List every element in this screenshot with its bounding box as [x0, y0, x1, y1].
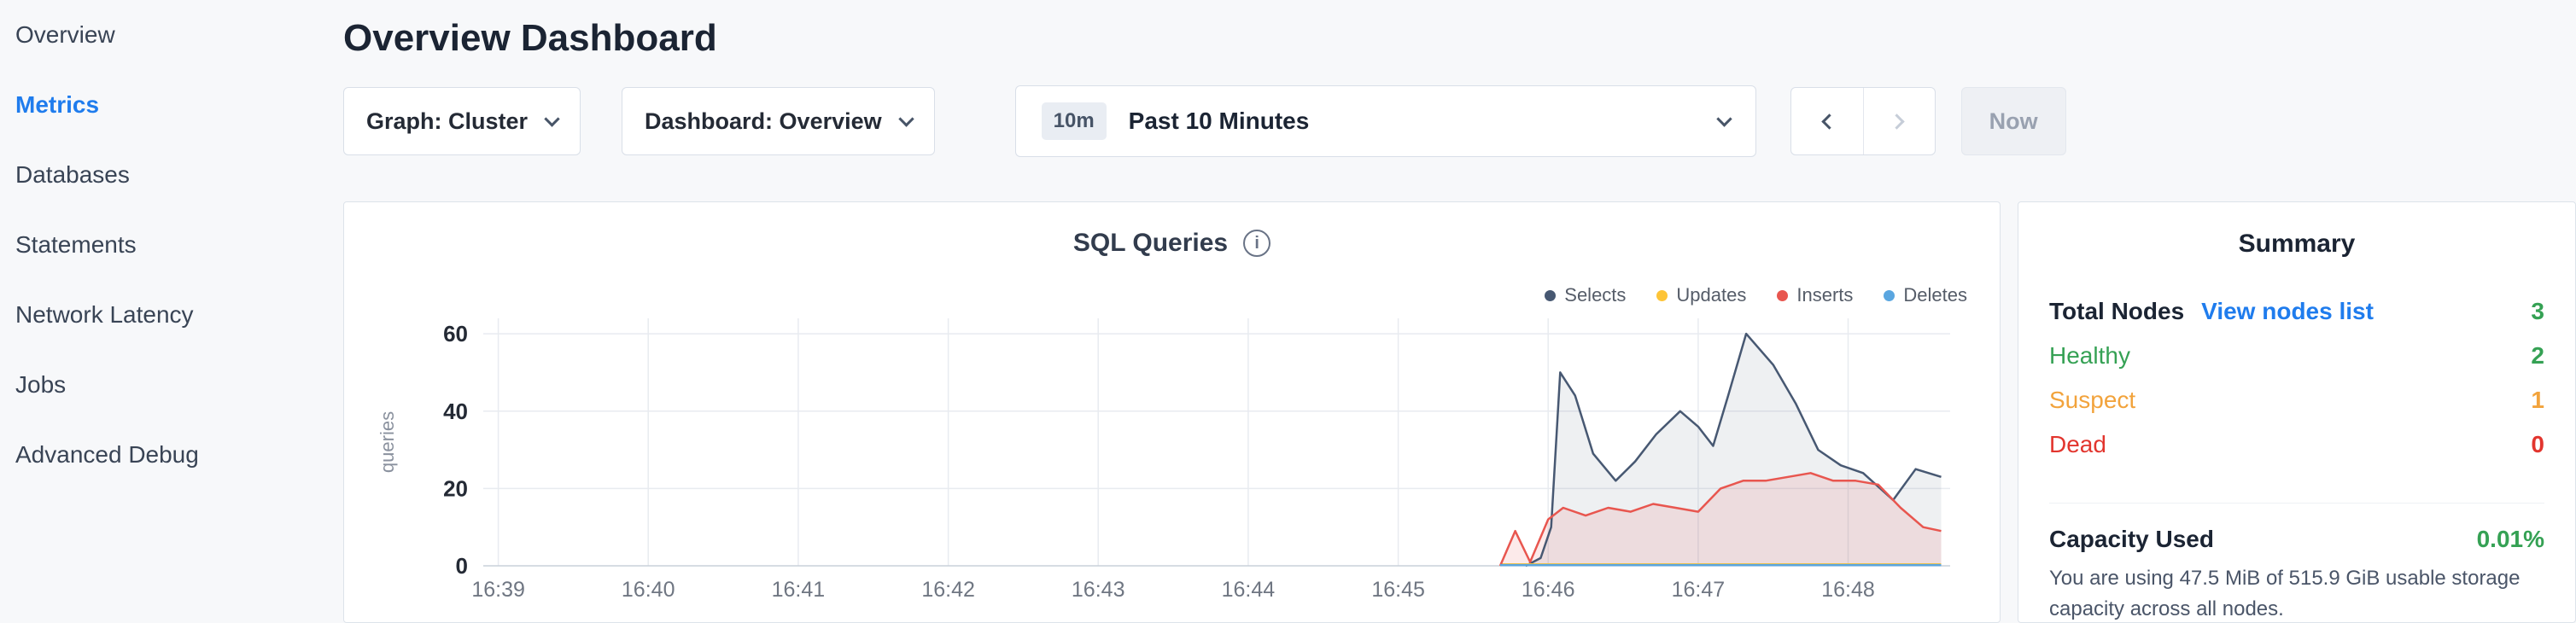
chart-svg: 16:39 16:40 16:41 16:42 16:43 16:44 16:45 16:46…	[377, 318, 1950, 602]
sidebar-item-advanced-debug[interactable]: Advanced Debug	[15, 420, 333, 490]
total-nodes-value: 3	[2531, 298, 2544, 324]
sidebar-item-statements[interactable]: Statements	[15, 210, 333, 280]
dashboard-dropdown[interactable]: Dashboard: Overview	[622, 87, 935, 155]
sidebar-item-label: Advanced Debug	[15, 441, 199, 468]
legend-dot-icon	[1884, 289, 1895, 301]
legend-dot-icon	[1545, 289, 1557, 301]
chart-title-row: SQL Queries i	[368, 224, 1976, 262]
time-prev-button[interactable]	[1791, 88, 1863, 154]
suspect-label: Suspect	[2049, 387, 2136, 413]
total-nodes-label: Total Nodes	[2049, 298, 2185, 324]
dashboard-dropdown-label: Dashboard: Overview	[645, 108, 882, 134]
sidebar-item-overview[interactable]: Overview	[15, 0, 333, 70]
graph-dropdown[interactable]: Graph: Cluster	[343, 87, 581, 155]
chevron-down-icon	[897, 110, 914, 127]
chevron-right-icon	[1889, 113, 1905, 130]
healthy-row: Healthy 2	[2049, 334, 2544, 378]
legend-item-inserts[interactable]: Inserts	[1777, 284, 1853, 306]
main-content: Overview Dashboard Graph: Cluster Dashbo…	[333, 0, 2576, 623]
sidebar-item-network-latency[interactable]: Network Latency	[15, 280, 333, 350]
legend-item-selects[interactable]: Selects	[1545, 284, 1626, 306]
chevron-down-icon	[544, 110, 560, 127]
capacity-section: Capacity Used 0.01% You are using 47.5 M…	[2049, 503, 2544, 623]
sidebar-item-label: Statements	[15, 231, 137, 258]
healthy-value: 2	[2531, 342, 2544, 369]
svg-text:16:41: 16:41	[772, 578, 826, 602]
time-pager	[1790, 87, 1936, 155]
sidebar-item-label: Overview	[15, 21, 115, 48]
capacity-label: Capacity Used	[2049, 526, 2214, 552]
svg-text:16:43: 16:43	[1072, 578, 1125, 602]
capacity-row: Capacity Used 0.01%	[2049, 526, 2544, 553]
svg-text:20: 20	[443, 475, 468, 501]
dead-label: Dead	[2049, 431, 2106, 457]
time-range-badge: 10m	[1041, 102, 1107, 140]
suspect-row: Suspect 1	[2049, 378, 2544, 422]
dead-value: 0	[2531, 431, 2544, 457]
sidebar-item-databases[interactable]: Databases	[15, 140, 333, 210]
sidebar-item-jobs[interactable]: Jobs	[15, 350, 333, 420]
svg-text:16:40: 16:40	[622, 578, 675, 602]
svg-text:16:39: 16:39	[471, 578, 525, 602]
sidebar-item-label: Databases	[15, 161, 130, 188]
time-range-label: Past 10 Minutes	[1128, 108, 1310, 134]
capacity-description: You are using 47.5 MiB of 515.9 GiB usab…	[2049, 567, 2521, 620]
chart-title: SQL Queries	[1072, 229, 1229, 257]
time-next-button[interactable]	[1862, 88, 1935, 154]
chart-canvas[interactable]: 16:39 16:40 16:41 16:42 16:43 16:44 16:45 16:46…	[368, 267, 1976, 608]
sidebar-item-label: Metrics	[15, 91, 100, 118]
svg-text:16:45: 16:45	[1371, 578, 1425, 602]
summary-panel: Summary Total Nodes View nodes list 3 He…	[2018, 201, 2576, 623]
sql-queries-card: SQL Queries i Selects Updates Inserts Delet…	[343, 201, 2001, 623]
svg-text:16:46: 16:46	[1522, 578, 1575, 602]
graph-dropdown-label: Graph: Cluster	[366, 108, 529, 134]
svg-text:16:48: 16:48	[1821, 578, 1875, 602]
capacity-value: 0.01%	[2476, 526, 2544, 552]
info-icon[interactable]: i	[1243, 230, 1271, 257]
summary-title: Summary	[2238, 230, 2356, 258]
sidebar-item-label: Jobs	[15, 371, 67, 398]
svg-text:60: 60	[443, 321, 468, 346]
chevron-down-icon	[1715, 110, 1732, 127]
sidebar: Overview Metrics Databases Statements Ne…	[0, 0, 333, 623]
dead-row: Dead 0	[2049, 422, 2544, 467]
svg-text:16:47: 16:47	[1672, 578, 1726, 602]
time-range-dropdown[interactable]: 10m Past 10 Minutes	[1014, 85, 1756, 157]
sidebar-item-label: Network Latency	[15, 301, 194, 328]
svg-text:16:44: 16:44	[1222, 578, 1276, 602]
svg-text:queries: queries	[377, 411, 398, 473]
svg-text:16:42: 16:42	[921, 578, 975, 602]
legend-dot-icon	[1777, 289, 1789, 301]
legend-dot-icon	[1656, 289, 1668, 301]
now-button[interactable]: Now	[1960, 87, 2066, 155]
svg-text:40: 40	[443, 399, 468, 424]
sql-queries-chart: Selects Updates Inserts Deletes 16:39 16:40 1…	[368, 267, 1976, 608]
suspect-value: 1	[2531, 387, 2544, 413]
sidebar-item-metrics[interactable]: Metrics	[15, 70, 333, 140]
svg-text:0: 0	[456, 553, 468, 579]
healthy-label: Healthy	[2049, 342, 2130, 369]
chevron-left-icon	[1820, 113, 1837, 130]
legend-item-deletes[interactable]: Deletes	[1884, 284, 1967, 306]
page-title: Overview Dashboard	[343, 17, 717, 59]
view-nodes-link[interactable]: View nodes list	[2201, 298, 2374, 324]
chart-legend: Selects Updates Inserts Deletes	[1545, 284, 1967, 306]
controls-toolbar: Graph: Cluster Dashboard: Overview 10m P…	[343, 85, 2576, 157]
total-nodes-row: Total Nodes View nodes list 3	[2049, 289, 2544, 334]
content-row: SQL Queries i Selects Updates Inserts Delet…	[343, 201, 2576, 623]
legend-item-updates[interactable]: Updates	[1656, 284, 1746, 306]
